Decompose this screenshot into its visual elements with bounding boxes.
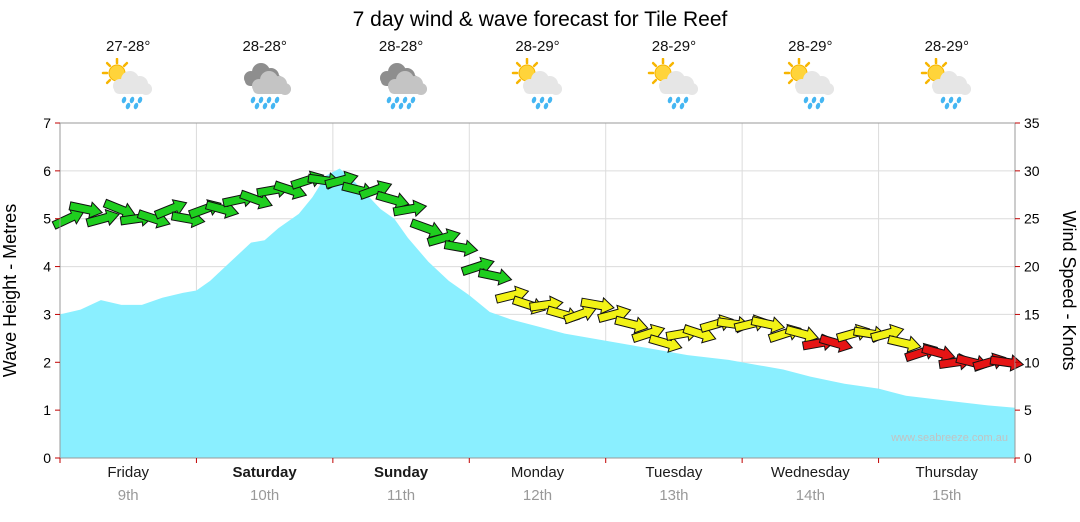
wind-axis-tick-label: 20 (1024, 259, 1040, 275)
day-label-wednesday: Wednesday 14th (742, 464, 878, 504)
day-temp-range: 28-29° (651, 38, 697, 55)
wave-axis-tick-label: 6 (43, 163, 51, 179)
day-temp-range: 27-28° (106, 38, 151, 55)
wave-axis-tick-label: 0 (43, 450, 51, 466)
wind-arrow (614, 315, 649, 334)
wind-axis-tick-label: 25 (1024, 211, 1040, 227)
wind-axis-tick-label: 5 (1024, 402, 1032, 418)
day-label-monday: Monday 12th (470, 464, 606, 504)
day-date: 13th (659, 487, 689, 504)
day-label-tuesday: Tuesday 13th (606, 464, 742, 504)
sun-cloud-rain-svg (101, 58, 153, 110)
day-name: Tuesday (645, 464, 703, 481)
day-name: Sunday (373, 464, 429, 481)
sun-cloud-rain-icon (879, 58, 1015, 117)
day-label-sunday: Sunday 11th (333, 464, 469, 504)
wind-arrow (477, 268, 513, 286)
day-header-saturday: 28-28° (197, 38, 333, 117)
wave-axis-tick-label: 7 (43, 115, 51, 131)
day-temp-range: 28-29° (515, 38, 560, 55)
wind-arrow (392, 199, 428, 218)
day-name: Monday (510, 464, 565, 481)
rain-clouds-svg (380, 63, 428, 110)
sun-cloud-rain-icon (742, 58, 878, 117)
day-header-friday: 27-28° (60, 38, 196, 117)
wind-arrow (85, 208, 120, 228)
day-label-thursday: Thursday 15th (879, 464, 1015, 504)
sun-cloud-rain-svg (784, 58, 835, 110)
wave-axis-tick-label: 2 (43, 354, 51, 370)
day-temp-range: 28-29° (788, 38, 833, 55)
watermark: www.seabreeze.com.au (890, 432, 1008, 444)
wind-axis-title: Wind Speed - Knots (1059, 210, 1079, 370)
day-name: Thursday (915, 464, 979, 481)
day-header-thursday: 28-29° (879, 38, 1015, 117)
wind-axis-tick-label: 35 (1024, 115, 1040, 131)
wind-axis-tick-label: 0 (1024, 450, 1032, 466)
rain-clouds-svg (243, 63, 291, 110)
wave-height-area (60, 168, 1015, 458)
day-date: 11th (387, 487, 416, 504)
day-name: Saturday (232, 464, 297, 481)
sun-cloud-rain-icon (60, 58, 196, 117)
wind-axis-tick-label: 15 (1024, 306, 1040, 322)
wind-arrow (443, 239, 479, 257)
day-name: Friday (107, 464, 150, 481)
wind-axis-tick-label: 10 (1024, 354, 1040, 370)
wind-arrow (887, 335, 922, 353)
wind-arrow (580, 296, 615, 315)
wave-axis-tick-label: 5 (43, 211, 51, 227)
day-header-monday: 28-29° (470, 38, 606, 117)
day-date: 12th (522, 487, 553, 504)
wave-axis-tick-label: 3 (43, 306, 51, 322)
day-header-tuesday: 28-29° (606, 38, 742, 117)
wind-arrow (750, 316, 786, 334)
plot-border (59, 122, 1016, 459)
chart-title: 7 day wind & wave forecast for Tile Reef (352, 8, 728, 31)
sun-cloud-rain-svg (511, 58, 562, 110)
day-temp-range: 28-28° (242, 38, 287, 55)
wave-axis-title: Wave Height - Metres (0, 204, 20, 377)
sun-cloud-rain-icon (606, 58, 742, 117)
wave-axis-tick-label: 4 (43, 259, 51, 275)
rain-clouds-icon (197, 58, 333, 117)
wind-axis-tick-label: 30 (1024, 163, 1040, 179)
day-date: 9th (117, 487, 139, 504)
wind-arrow (563, 304, 597, 325)
sun-cloud-rain-svg (920, 58, 971, 110)
day-header-sunday: 28-28° (333, 38, 469, 117)
wave-axis-tick-label: 1 (43, 402, 51, 418)
sun-cloud-rain-svg (647, 58, 698, 110)
sun-cloud-rain-icon (470, 58, 606, 117)
day-date: 15th (932, 487, 962, 504)
day-temp-range: 28-29° (924, 38, 969, 55)
rain-clouds-icon (333, 58, 469, 117)
day-name: Wednesday (770, 464, 850, 481)
wind-arrow (68, 201, 104, 219)
day-header-wednesday: 28-29° (742, 38, 878, 117)
day-label-saturday: Saturday 10th (197, 464, 333, 504)
day-label-friday: Friday 9th (60, 464, 196, 504)
day-date: 14th (795, 487, 825, 504)
day-temp-range: 28-28° (378, 38, 424, 55)
day-date: 10th (250, 487, 280, 504)
